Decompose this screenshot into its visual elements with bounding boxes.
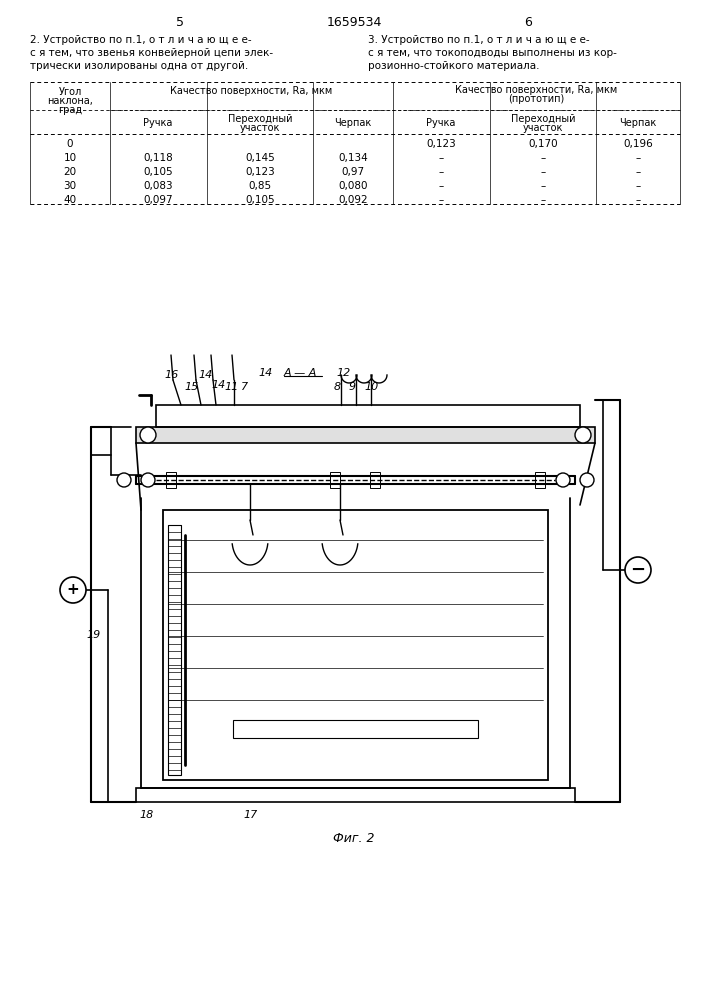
Bar <box>136 788 575 802</box>
Text: Фиг. 2: Фиг. 2 <box>333 832 375 845</box>
Text: 0,097: 0,097 <box>144 195 173 205</box>
Text: 15: 15 <box>184 382 198 392</box>
Text: Черпак: Черпак <box>334 118 372 128</box>
Text: –: – <box>540 195 546 205</box>
Text: –: – <box>636 167 641 177</box>
Text: 12: 12 <box>336 368 350 378</box>
Text: (прототип): (прототип) <box>508 94 564 104</box>
Text: 0,083: 0,083 <box>144 181 173 191</box>
Text: участок: участок <box>522 123 563 133</box>
Bar <box>370 472 380 488</box>
Text: 14: 14 <box>198 370 212 380</box>
Bar <box>166 472 176 488</box>
Text: Качество поверхности, Rа, мкм: Качество поверхности, Rа, мкм <box>170 86 332 96</box>
Text: 8: 8 <box>334 382 341 392</box>
Text: 5: 5 <box>176 16 184 29</box>
Text: 0,85: 0,85 <box>248 181 271 191</box>
Text: Угол: Угол <box>59 87 81 97</box>
Text: с я тем, что звенья конвейерной цепи элек-: с я тем, что звенья конвейерной цепи эле… <box>30 48 273 58</box>
Circle shape <box>556 473 570 487</box>
Bar <box>535 472 545 488</box>
Text: –: – <box>438 167 443 177</box>
Text: Переходный: Переходный <box>510 114 575 124</box>
Text: участок: участок <box>240 123 280 133</box>
Text: −: − <box>631 561 645 579</box>
Text: Ручка: Ручка <box>426 118 456 128</box>
Text: А — А: А — А <box>284 368 317 378</box>
Text: –: – <box>540 153 546 163</box>
Text: 0,170: 0,170 <box>528 139 558 149</box>
Text: 9: 9 <box>349 382 356 392</box>
Text: 40: 40 <box>64 195 76 205</box>
Text: 6: 6 <box>524 16 532 29</box>
Bar <box>136 427 595 443</box>
Text: 10: 10 <box>364 382 378 392</box>
Text: 0,105: 0,105 <box>144 167 173 177</box>
Text: 17: 17 <box>243 810 257 820</box>
Text: 2. Устройство по п.1, о т л и ч а ю щ е е-: 2. Устройство по п.1, о т л и ч а ю щ е … <box>30 35 252 45</box>
Text: –: – <box>438 195 443 205</box>
Text: 7: 7 <box>241 382 248 392</box>
Text: –: – <box>636 181 641 191</box>
Text: трически изолированы одна от другой.: трически изолированы одна от другой. <box>30 61 248 71</box>
Text: 10: 10 <box>64 153 76 163</box>
Text: 14: 14 <box>211 380 226 390</box>
Text: 0,092: 0,092 <box>338 195 368 205</box>
Circle shape <box>141 473 155 487</box>
Bar <box>233 720 478 738</box>
Text: с я тем, что токоподводы выполнены из кор-: с я тем, что токоподводы выполнены из ко… <box>368 48 617 58</box>
Text: 18: 18 <box>139 810 153 820</box>
Text: +: + <box>66 582 79 597</box>
Text: 19: 19 <box>86 630 100 640</box>
Text: –: – <box>438 181 443 191</box>
Bar <box>330 472 340 488</box>
Circle shape <box>575 427 591 443</box>
Text: 0,105: 0,105 <box>245 195 275 205</box>
Text: град: град <box>58 105 82 115</box>
Circle shape <box>580 473 594 487</box>
Text: –: – <box>636 153 641 163</box>
Text: 3. Устройство по п.1, о т л и ч а ю щ е е-: 3. Устройство по п.1, о т л и ч а ю щ е … <box>368 35 590 45</box>
Text: Ручка: Ручка <box>144 118 173 128</box>
Text: –: – <box>438 153 443 163</box>
Text: 30: 30 <box>64 181 76 191</box>
Text: 0,080: 0,080 <box>338 181 368 191</box>
Bar <box>156 405 580 427</box>
Bar <box>163 510 548 780</box>
Text: 0,134: 0,134 <box>338 153 368 163</box>
Circle shape <box>140 427 156 443</box>
Text: –: – <box>540 167 546 177</box>
Text: 1659534: 1659534 <box>327 16 382 29</box>
Text: 0,145: 0,145 <box>245 153 275 163</box>
Circle shape <box>117 473 131 487</box>
Text: 0: 0 <box>66 139 74 149</box>
Text: 20: 20 <box>64 167 76 177</box>
Text: 0,123: 0,123 <box>245 167 275 177</box>
Text: Переходный: Переходный <box>228 114 292 124</box>
Text: наклона,: наклона, <box>47 96 93 106</box>
Text: Качество поверхности, Rа, мкм: Качество поверхности, Rа, мкм <box>455 85 617 95</box>
Text: 14: 14 <box>259 368 273 378</box>
Text: 0,118: 0,118 <box>143 153 173 163</box>
Text: розионно-стойкого материала.: розионно-стойкого материала. <box>368 61 539 71</box>
Text: –: – <box>540 181 546 191</box>
Text: 0,97: 0,97 <box>341 167 365 177</box>
Circle shape <box>625 557 651 583</box>
Text: 0,196: 0,196 <box>623 139 653 149</box>
Text: 11: 11 <box>224 382 238 392</box>
Text: 0,123: 0,123 <box>426 139 456 149</box>
Text: Черпак: Черпак <box>619 118 657 128</box>
Text: 16: 16 <box>164 370 178 380</box>
Circle shape <box>60 577 86 603</box>
Bar <box>168 525 181 775</box>
Text: –: – <box>636 195 641 205</box>
